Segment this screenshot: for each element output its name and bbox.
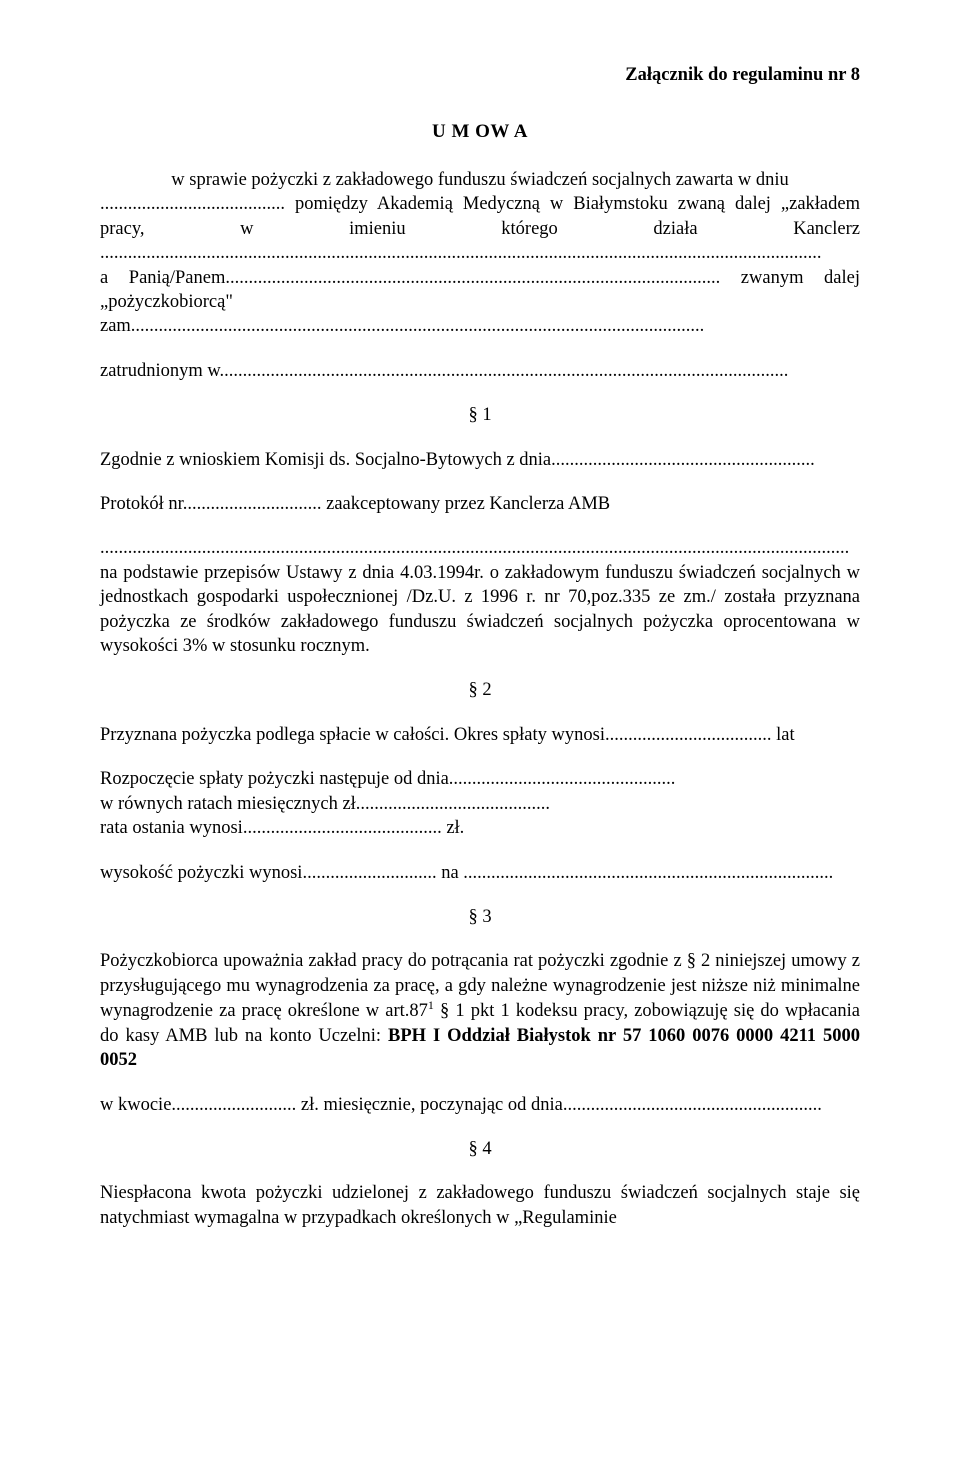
section-3-mark: § 3 [100, 905, 860, 929]
section-1-mark: § 1 [100, 403, 860, 427]
s4-line-1: Niespłacona kwota pożyczki udzielonej z … [100, 1181, 860, 1230]
s1-line-4: na podstawie przepisów Ustawy z dnia 4.0… [100, 561, 860, 659]
s2-line-1: Przyznana pożyczka podlega spłacie w cał… [100, 723, 860, 747]
s2-line-2: Rozpoczęcie spłaty pożyczki następuje od… [100, 767, 860, 791]
s1-line-1: Zgodnie z wnioskiem Komisji ds. Socjalno… [100, 448, 860, 472]
document-title: U M OW A [100, 119, 860, 144]
s3-line-2: w kwocie........................... zł. … [100, 1093, 860, 1117]
attachment-header: Załącznik do regulaminu nr 8 [100, 63, 860, 87]
s3-paragraph: Pożyczkobiorca upoważnia zakład pracy do… [100, 949, 860, 1072]
intro-line-1: ........................................… [100, 192, 860, 265]
s2-line-4: rata ostania wynosi.....................… [100, 816, 860, 840]
s2-line-3: w równych ratach miesięcznych zł........… [100, 792, 860, 816]
s2-line-5: wysokość pożyczki wynosi................… [100, 861, 860, 885]
intro-line-4: zatrudnionym w..........................… [100, 359, 860, 383]
section-4-mark: § 4 [100, 1137, 860, 1161]
s1-line-3: ........................................… [100, 536, 860, 560]
intro-line-3: zam.....................................… [100, 314, 860, 338]
document-page: Załącznik do regulaminu nr 8 U M OW A w … [0, 0, 960, 1460]
s1-line-2: Protokół nr.............................… [100, 492, 860, 516]
intro-line-2: a Panią/Panem...........................… [100, 266, 860, 315]
section-2-mark: § 2 [100, 678, 860, 702]
document-subtitle: w sprawie pożyczki z zakładowego fundusz… [100, 168, 860, 192]
